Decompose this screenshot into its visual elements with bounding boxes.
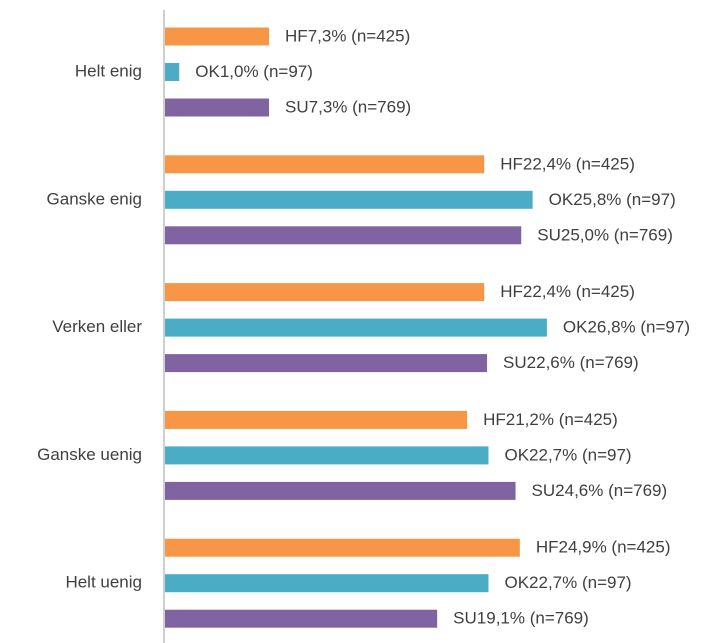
- value-label: 22,7% (n=97): [529, 446, 632, 465]
- series-name: OK: [504, 446, 529, 465]
- data-label: OK22,7% (n=97): [504, 574, 631, 593]
- category-label: Helt enig: [75, 61, 142, 80]
- bar: [165, 318, 547, 337]
- bar: [165, 63, 180, 81]
- data-label: HF7,3% (n=425): [285, 27, 410, 46]
- series-name: SU: [532, 481, 556, 500]
- bar: [165, 155, 485, 174]
- bar: [165, 609, 438, 628]
- data-label: SU7,3% (n=769): [285, 98, 411, 117]
- bar: [165, 538, 520, 557]
- bar: [165, 98, 270, 117]
- value-label: 19,1% (n=769): [477, 609, 589, 628]
- category-label: Ganske enig: [47, 189, 142, 208]
- bar: [165, 354, 488, 373]
- series-name: SU: [537, 226, 561, 245]
- series-name: OK: [195, 62, 220, 81]
- series-name: HF: [285, 27, 308, 46]
- value-label: 7,3% (n=425): [308, 27, 411, 46]
- data-label: HF21,2% (n=425): [483, 410, 618, 429]
- bar: [165, 190, 533, 209]
- series-name: HF: [483, 410, 506, 429]
- value-label: 1,0% (n=97): [220, 62, 313, 81]
- series-name: OK: [504, 574, 529, 593]
- value-label: 22,6% (n=769): [527, 354, 639, 373]
- value-label: 26,8% (n=97): [587, 318, 690, 337]
- bar: [165, 574, 489, 593]
- series-name: SU: [453, 609, 477, 628]
- bar: [165, 410, 468, 429]
- data-label: HF22,4% (n=425): [500, 155, 635, 174]
- data-label: HF24,9% (n=425): [536, 538, 671, 557]
- value-label: 7,3% (n=769): [309, 98, 412, 117]
- bar: [165, 481, 516, 500]
- series-name: OK: [549, 190, 574, 209]
- value-label: 22,4% (n=425): [523, 155, 635, 174]
- series-name: HF: [500, 155, 523, 174]
- bar: [165, 27, 270, 46]
- bar: [165, 446, 489, 465]
- series-name: SU: [285, 98, 309, 117]
- series-name: SU: [503, 354, 527, 373]
- category-label: Ganske uenig: [37, 445, 142, 464]
- data-label: SU22,6% (n=769): [503, 354, 639, 373]
- series-name: HF: [536, 538, 559, 557]
- data-label: OK1,0% (n=97): [195, 62, 313, 81]
- value-label: 25,0% (n=769): [561, 226, 673, 245]
- data-label: OK22,7% (n=97): [504, 446, 631, 465]
- category-label: Verken eller: [52, 317, 142, 336]
- value-label: 25,8% (n=97): [573, 190, 676, 209]
- category-label: Helt uenig: [65, 573, 142, 592]
- value-label: 22,4% (n=425): [523, 283, 635, 302]
- data-label: SU25,0% (n=769): [537, 226, 673, 245]
- data-label: OK25,8% (n=97): [549, 190, 676, 209]
- bar: [165, 226, 522, 245]
- data-label: SU19,1% (n=769): [453, 609, 589, 628]
- series-name: HF: [500, 283, 523, 302]
- data-label: HF22,4% (n=425): [500, 283, 635, 302]
- value-label: 24,9% (n=425): [558, 538, 670, 557]
- data-label: OK26,8% (n=97): [563, 318, 690, 337]
- value-label: 22,7% (n=97): [529, 574, 632, 593]
- bar: [165, 283, 485, 302]
- value-label: 21,2% (n=425): [506, 410, 618, 429]
- series-name: OK: [563, 318, 588, 337]
- data-label: SU24,6% (n=769): [532, 481, 668, 500]
- value-label: 24,6% (n=769): [555, 481, 667, 500]
